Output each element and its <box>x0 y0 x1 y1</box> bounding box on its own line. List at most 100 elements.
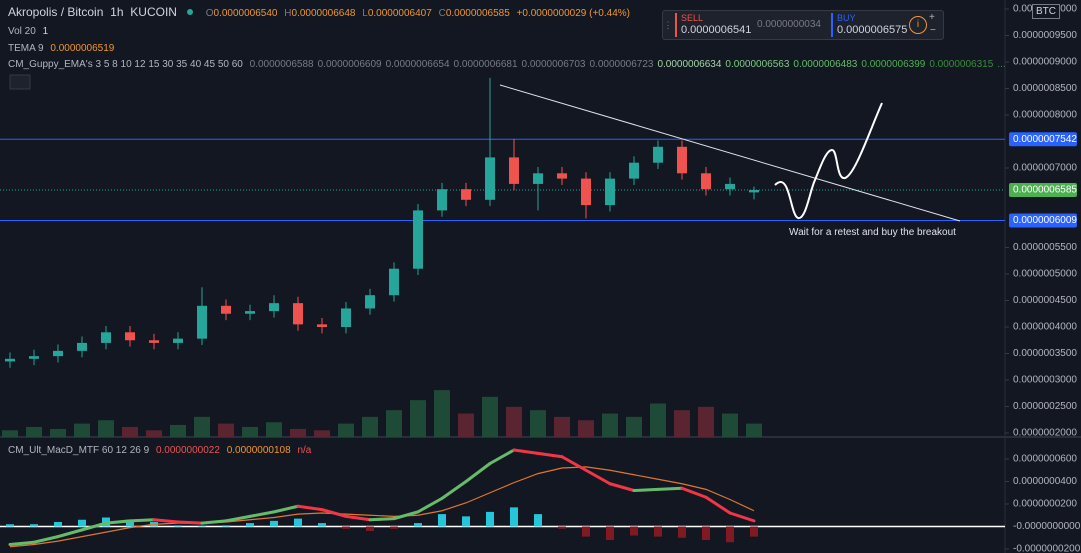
candle-body <box>341 308 351 327</box>
macd-line-segment <box>248 510 276 518</box>
histogram-bar <box>318 523 326 527</box>
histogram-bar <box>174 525 182 527</box>
volume-legend: Vol 20 1 <box>8 26 52 37</box>
minus-button[interactable]: − <box>930 25 936 36</box>
volume-bar <box>194 416 210 437</box>
macd-line-segment <box>32 535 60 544</box>
y-tick-label: 0.0000003500 <box>1013 348 1077 359</box>
ohlc-value: 0.0000006585 <box>445 8 510 19</box>
candle-body <box>149 340 159 343</box>
sell-button[interactable]: SELL 0.0000006541 <box>675 13 756 37</box>
y-tick-label: 0.0000004000 <box>1013 322 1077 333</box>
tema-legend: TEMA 9 0.0000006519 <box>8 43 118 54</box>
macd-line-segment <box>632 487 660 492</box>
volume-bar <box>74 423 90 437</box>
annotation: Wait for a retest and buy the breakout <box>789 227 956 238</box>
indicator-value: 0.0000006723 <box>589 59 654 70</box>
macd-line-segment <box>560 455 588 472</box>
volume-bar <box>122 426 138 437</box>
trend-line <box>499 84 961 222</box>
volume-bar <box>554 416 570 437</box>
histogram-bar <box>606 526 614 540</box>
volume-bar <box>410 400 426 437</box>
candle-body <box>221 305 231 314</box>
y-tick-label: 0.0000003000 <box>1013 375 1077 386</box>
volume-bar <box>506 406 522 437</box>
volume-bar <box>674 410 690 437</box>
macd-line-segment <box>704 495 732 515</box>
spread: 0.0000000034 <box>757 19 821 30</box>
y-tick-label: 0.0000009500 <box>1013 30 1077 41</box>
candle-body <box>749 189 759 193</box>
volume-bar <box>626 416 642 437</box>
candle-body <box>5 358 15 362</box>
candle-body <box>725 183 735 190</box>
ohlc-value: 0.0000006540 <box>213 8 278 19</box>
volume-bar <box>314 430 330 437</box>
histogram-bar <box>366 526 374 531</box>
indicator-value: 0.0000006563 <box>725 59 790 70</box>
macd-line-segment <box>272 504 300 514</box>
y-tick-label: -0.0000000200 <box>1013 544 1081 553</box>
ohlc-value: 0.0000006407 <box>367 8 432 19</box>
macd-line-segment <box>656 486 684 491</box>
buy-button[interactable]: BUY 0.0000006575 <box>831 13 909 37</box>
volume-bar <box>146 430 162 437</box>
macd-line-segment <box>224 514 252 523</box>
info-button[interactable]: i <box>909 16 927 34</box>
drag-handle[interactable]: ⋮ <box>663 20 673 30</box>
macd-line-segment <box>128 518 156 523</box>
histogram-bar <box>222 525 230 527</box>
candle-body <box>413 210 423 269</box>
trade-widget: ⋮ SELL 0.0000006541 0.0000000034 BUY 0.0… <box>662 10 944 40</box>
macd-legend: CM_Ult_MacD_MTF 60 12 26 9 0.0000000022 … <box>8 445 315 456</box>
candle-body <box>533 173 543 184</box>
macd-line-segment <box>8 540 36 546</box>
indicator-value: 0.0000006519 <box>50 43 115 54</box>
price-level-label: 0.0000007542 <box>1013 134 1077 145</box>
indicator-value: ... <box>997 59 1006 70</box>
indicator-value: 0.0000006315 <box>929 59 994 70</box>
macd-line-segment <box>536 451 564 459</box>
candle-body <box>293 303 303 325</box>
plus-button[interactable]: + <box>929 12 935 23</box>
volume-bar <box>746 423 762 437</box>
histogram-bar <box>390 526 398 529</box>
indicator-name: TEMA 9 <box>8 43 44 54</box>
candle-body <box>269 303 279 312</box>
histogram-bar <box>30 524 38 527</box>
histogram-bar <box>750 526 758 537</box>
candle-body <box>677 146 687 174</box>
volume-bar <box>530 410 546 437</box>
histogram-bar <box>558 526 566 529</box>
histogram-bar <box>246 523 254 527</box>
exchange: KUCOIN <box>130 5 177 19</box>
histogram-bar <box>270 520 278 527</box>
candle-body <box>485 157 495 200</box>
indicator-value: 0.0000006483 <box>793 59 858 70</box>
indicator-value: 0.0000006609 <box>317 59 382 70</box>
candle-body <box>389 268 399 296</box>
macd-line-segment <box>104 519 132 525</box>
volume-bar <box>2 430 18 437</box>
collapse-button[interactable] <box>9 74 31 90</box>
histogram-bar <box>582 526 590 537</box>
sell-price: 0.0000006541 <box>681 24 752 36</box>
indicator-value: 0.0000006399 <box>861 59 926 70</box>
macd-line-segment <box>80 521 108 532</box>
indicator-value: 0.0000000022 <box>155 445 220 456</box>
macd-line-segment <box>728 511 756 523</box>
volume-bar <box>578 420 594 437</box>
volume-bar <box>98 420 114 437</box>
currency-badge[interactable]: BTC <box>1032 4 1060 19</box>
volume-bar <box>386 410 402 437</box>
histogram-bar <box>702 526 710 540</box>
macd-line-segment <box>512 448 540 455</box>
histogram-bar <box>534 514 542 527</box>
hand-drawn-projection <box>774 102 883 219</box>
candle-body <box>245 311 255 314</box>
y-tick-label: -0.0000000000 <box>1013 521 1081 532</box>
candle-body <box>557 173 567 179</box>
volume-bar <box>170 424 186 437</box>
